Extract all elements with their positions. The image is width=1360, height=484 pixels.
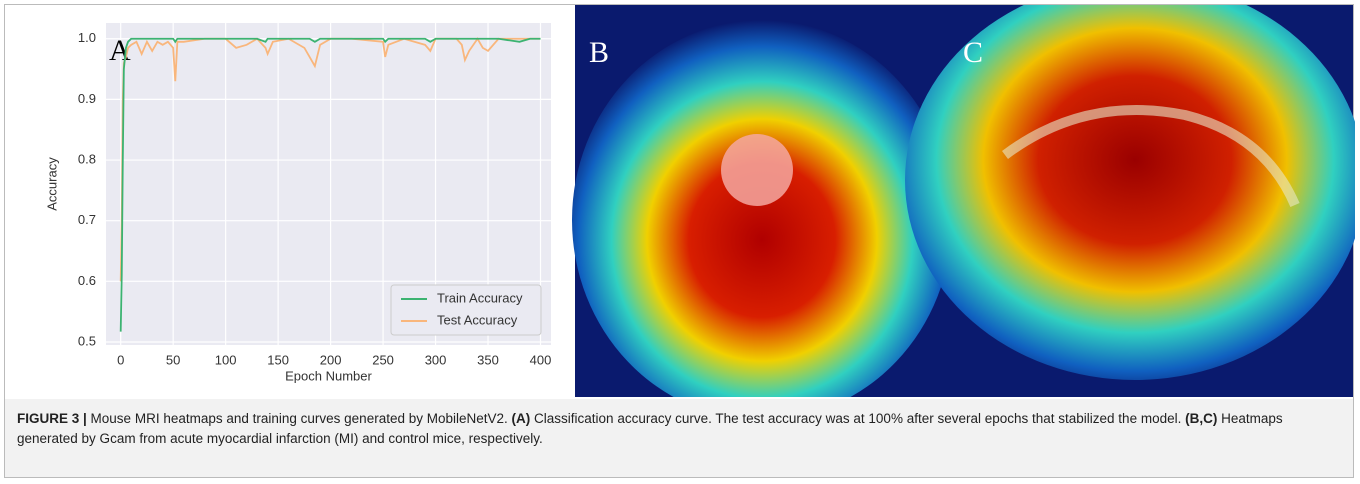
legend-label: Train Accuracy bbox=[437, 290, 523, 305]
x-tick-label: 0 bbox=[117, 352, 124, 367]
x-tick-label: 200 bbox=[320, 352, 342, 367]
heart bbox=[721, 134, 793, 206]
y-tick-label: 0.6 bbox=[78, 273, 96, 288]
panel-label: C bbox=[963, 36, 983, 69]
line-series bbox=[119, 37, 541, 332]
x-axis-label: Epoch Number bbox=[285, 368, 372, 383]
x-tick-label: 350 bbox=[477, 352, 499, 367]
x-tick-label: 400 bbox=[530, 352, 552, 367]
heatmap-b bbox=[572, 20, 952, 420]
figure: B C 0.5 0.6 0.7 0.8 0.9 1.0 0 50 100 150 200 250 300… bbox=[4, 0, 1360, 478]
x-tick-label: 300 bbox=[425, 352, 447, 367]
caption-label: (B,C) bbox=[1185, 411, 1218, 426]
y-tick-label: 1.0 bbox=[78, 30, 96, 45]
x-tick-label: 150 bbox=[267, 352, 289, 367]
y-tick-label: 0.5 bbox=[78, 333, 96, 348]
legend-label: Test Accuracy bbox=[437, 312, 518, 327]
y-tick-label: 0.8 bbox=[78, 151, 96, 166]
caption: FIGURE 3 | Mouse MRI heatmaps and traini… bbox=[5, 399, 1353, 477]
y-axis-label: Accuracy bbox=[44, 157, 59, 211]
panel-label: B bbox=[589, 36, 609, 69]
caption-text: Classification accuracy curve. The test … bbox=[530, 411, 1186, 426]
y-tick-label: 0.7 bbox=[78, 212, 96, 227]
legend-box bbox=[390, 284, 542, 336]
caption-text: Mouse MRI heatmaps and training curves g… bbox=[86, 411, 512, 426]
line-series bbox=[119, 37, 541, 282]
heatmap-c bbox=[905, 0, 1360, 380]
tissue bbox=[1002, 105, 1300, 207]
caption-text: Heatmaps generated by Gcam from acute my… bbox=[17, 411, 1283, 446]
x-tick-label: 100 bbox=[215, 352, 237, 367]
x-tick-label: 50 bbox=[166, 352, 180, 367]
y-tick-label: 0.9 bbox=[78, 91, 96, 106]
caption-label: (A) bbox=[511, 411, 531, 426]
x-tick-label: 250 bbox=[372, 352, 394, 367]
figure-panels: B C 0.5 0.6 0.7 0.8 0.9 1.0 0 50 100 150 200 250 300… bbox=[44, 0, 1360, 420]
caption-figure: FIGURE 3 | bbox=[17, 411, 87, 426]
